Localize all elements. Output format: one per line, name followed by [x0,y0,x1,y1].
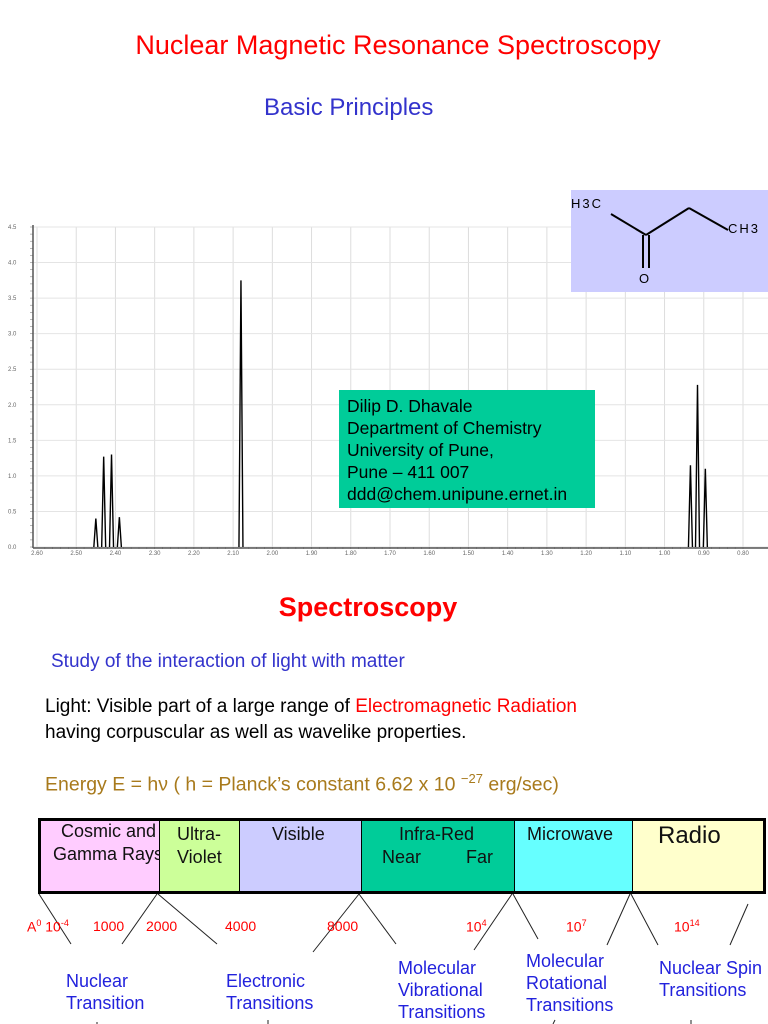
email: ddd@chem.unipune.ernet.in [347,484,568,504]
y-tick-label: 4.0 [8,261,17,267]
x-tick-label: 1.90 [306,551,318,557]
transition-nuclear-spin: Nuclear Spin Transitions [659,958,763,1000]
band-label: Infra-Red [399,824,475,844]
x-tick-label: 2.30 [149,551,161,557]
city: Pune – 411 007 [347,462,470,482]
university: University of Pune, [347,440,494,460]
band-label: Visible [272,824,325,844]
em-radiation-highlight: Electromagnetic Radiation [355,696,577,717]
spectrum-peak [687,465,694,548]
band-label: Near [382,847,422,867]
x-tick-label: 1.30 [541,551,553,557]
methyl-left-label: H3C [571,196,603,211]
wavelength-label: A0 10-4 [27,918,69,935]
y-tick-label: 3.5 [8,296,17,302]
spectrum-peak [694,384,701,548]
band-ultraviolet: Ultra- Violet [160,821,240,891]
spectrum-peak [238,280,244,548]
transition-vibrational: Molecular Vibrational Transitions [398,958,486,1022]
transition-rotational: Molecular Rotational Transitions [526,951,614,1015]
x-tick-label: 1.00 [659,551,671,557]
methyl-right-label: CH3 [728,221,760,236]
band-label: Radio [658,822,721,849]
x-tick-label: 2.40 [110,551,122,557]
spectrum-peak [702,468,709,548]
energy-exponent: −27 [460,771,483,786]
spectrum-peak [100,456,107,548]
wavelength-label: 1014 [674,918,700,935]
spectrum-peak [116,517,123,548]
band-radio: Radio [633,821,763,891]
band-label: Far [466,847,493,867]
energy-text: Energy E = hν ( h = Planck’s constant 6.… [45,773,461,796]
x-tick-label: 1.10 [619,551,631,557]
band-label: Gamma Rays [53,844,164,864]
x-tick-label: 2.60 [31,551,43,557]
department: Department of Chemistry [347,418,542,438]
y-tick-label: 0.5 [8,509,17,515]
y-tick-label: 1.0 [8,474,17,480]
energy-unit: erg/sec) [482,773,559,796]
light-text-line2: having corpuscular as well as wavelike p… [45,722,467,743]
wavelength-label: 1000 [93,918,125,934]
x-tick-label: 1.70 [384,551,396,557]
y-tick-label: 0.0 [8,545,17,551]
x-tick-label: 2.20 [188,551,200,557]
molecule-structure: H3C CH3 O [571,190,768,292]
y-tick-label: 3.0 [8,332,17,338]
author-name: Dilip D. Dhavale [347,396,473,416]
author-contact-box: Dilip D. Dhavale Department of Chemistry… [339,390,595,508]
page-title: Nuclear Magnetic Resonance Spectroscopy [135,30,661,60]
band-visible: Visible [240,821,362,891]
x-tick-label: 1.40 [502,551,514,557]
light-text: Light: Visible part of a large range of [45,696,356,717]
x-tick-label: 0.90 [698,551,710,557]
x-tick-label: 2.10 [227,551,239,557]
band-cosmic-gamma: Cosmic and Gamma Rays [41,821,164,891]
y-tick-label: 2.5 [8,367,17,373]
wavelength-label: 104 [466,918,487,935]
em-spectrum-band: Cosmic and Gamma Rays Ultra- Violet Visi… [38,818,766,894]
band-microwave: Microwave [515,821,633,891]
wavelength-label: 4000 [225,918,257,934]
x-tick-label: 1.50 [463,551,475,557]
oxygen-label: O [639,271,649,286]
x-tick-label: 1.80 [345,551,357,557]
band-label: Ultra- [177,824,221,844]
wavelength-label: 107 [566,918,587,935]
band-label: Violet [177,847,222,867]
spectrum-peak [93,518,99,548]
band-label: Microwave [527,824,614,844]
y-tick-label: 2.0 [8,403,17,409]
page-subtitle: Basic Principles [264,94,434,121]
y-tick-label: 1.5 [8,438,17,444]
transition-electronic: Electronic Transitions [226,971,314,1013]
x-tick-label: 1.20 [580,551,592,557]
x-tick-label: 2.00 [266,551,278,557]
light-text-line1: Light: Visible part of a large range of … [45,696,577,718]
spectrum-peak [108,454,115,548]
section-title: Spectroscopy [278,592,458,622]
x-tick-label: 0.80 [737,551,749,557]
wavelength-label: 8000 [327,918,359,934]
wavelength-label: 2000 [146,918,178,934]
band-label: Cosmic and [61,821,157,841]
energy-equation: Energy E = hν ( h = Planck’s constant 6.… [45,771,559,797]
x-tick-label: 2.50 [70,551,82,557]
transition-nuclear: Nuclear Transition [66,971,145,1013]
y-tick-label: 4.5 [8,225,17,231]
x-tick-label: 1.60 [423,551,435,557]
definition-text: Study of the interaction of light with m… [51,651,405,672]
band-infrared: Infra-Red Near Far [362,821,515,891]
